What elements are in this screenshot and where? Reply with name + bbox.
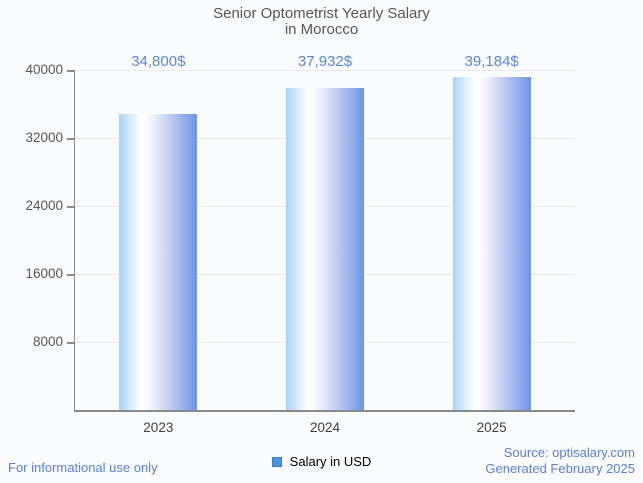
disclaimer-text: For informational use only — [8, 460, 158, 475]
source-link[interactable]: Source: optisalary.com — [503, 445, 635, 460]
y-axis-tick — [67, 342, 74, 344]
chart-title-line1: Senior Optometrist Yearly Salary — [213, 5, 430, 22]
y-axis-label: 32000 — [25, 130, 63, 145]
x-axis-label-2023: 2023 — [143, 420, 174, 435]
x-axis-label-2025: 2025 — [476, 420, 507, 435]
bar-2025[interactable] — [452, 77, 531, 410]
legend-label: Salary in USD — [289, 454, 372, 469]
y-axis-tick — [67, 70, 74, 72]
source-block: Source: optisalary.com Generated Februar… — [485, 445, 635, 477]
y-axis-tick — [67, 274, 74, 276]
chart-title: Senior Optometrist Yearly Salary in Moro… — [0, 6, 643, 38]
y-axis-tick — [67, 206, 74, 208]
gridline — [75, 70, 575, 71]
x-axis-label-2024: 2024 — [309, 420, 341, 435]
y-axis-label: 24000 — [25, 198, 63, 213]
value-label-2025: 39,184$ — [464, 53, 519, 70]
value-label-2024: 37,932$ — [297, 53, 353, 70]
y-axis-label: 40000 — [25, 62, 63, 77]
y-axis-tick — [67, 138, 74, 140]
bar-2024[interactable] — [286, 88, 364, 410]
legend-marker-icon — [271, 457, 282, 467]
chart-title-line2: in Morocco — [284, 21, 359, 38]
y-axis-label: 8000 — [32, 334, 63, 349]
value-label-2023: 34,800$ — [131, 53, 186, 70]
bar-2023[interactable] — [119, 114, 198, 410]
y-axis-label: 16000 — [25, 266, 63, 281]
generated-date: Generated February 2025 — [485, 461, 635, 476]
legend[interactable]: Salary in USD — [0, 455, 643, 469]
plot-area: 8000 16000 24000 32000 40000 34,800$ 2023 37,93… — [25, 54, 575, 435]
